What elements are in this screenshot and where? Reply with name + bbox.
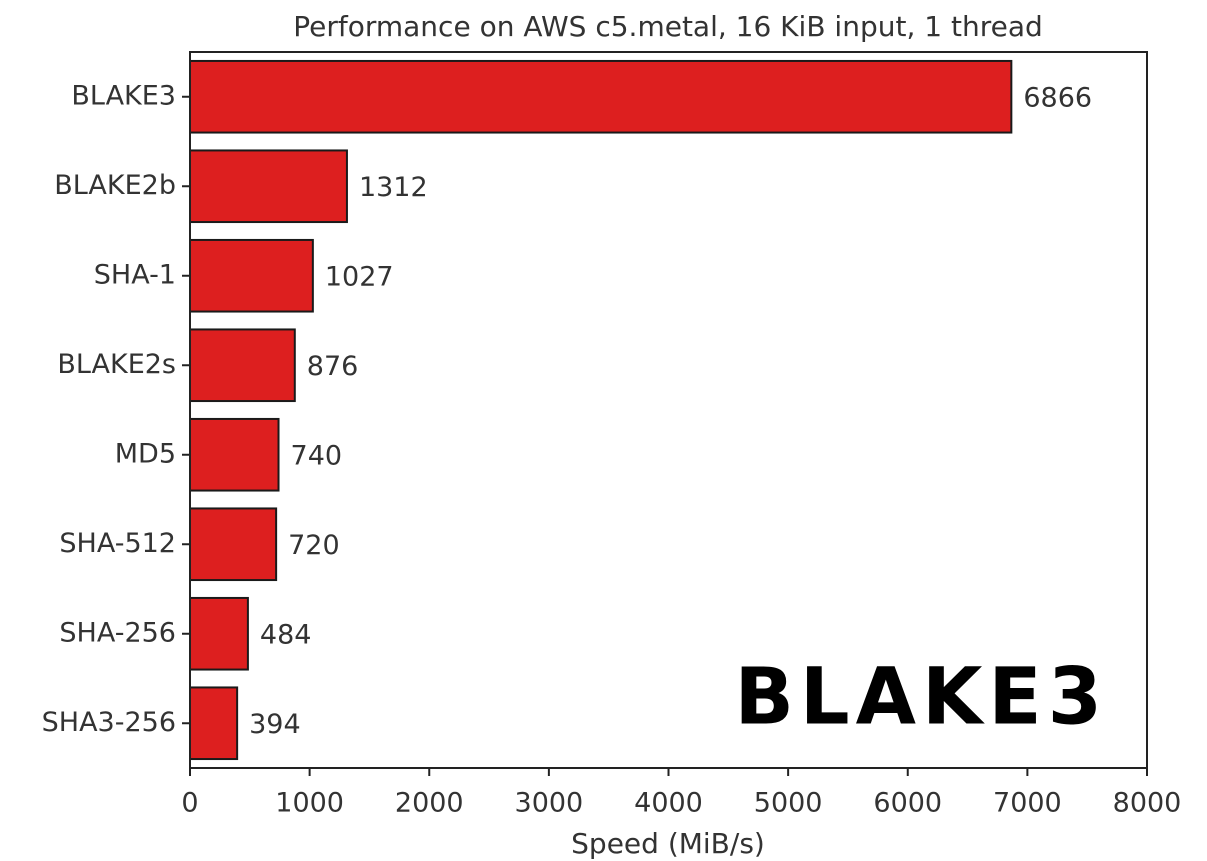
x-tick-label: 5000 xyxy=(754,788,823,819)
x-tick-label: 8000 xyxy=(1113,788,1182,819)
x-axis-label: Speed (MiB/s) xyxy=(571,827,765,860)
bar xyxy=(189,507,278,582)
y-tick-label: BLAKE2s xyxy=(57,349,176,380)
value-label: 394 xyxy=(249,709,301,740)
bar xyxy=(189,59,1013,134)
x-tick-label: 3000 xyxy=(515,788,584,819)
bar xyxy=(189,238,314,313)
bar xyxy=(189,417,280,492)
plot-frame xyxy=(189,51,1148,769)
bar xyxy=(189,328,296,403)
y-tick-label: SHA-256 xyxy=(59,617,176,648)
y-tick-label: SHA-1 xyxy=(94,259,176,290)
value-label: 6866 xyxy=(1023,82,1092,113)
value-label: 1312 xyxy=(359,172,428,203)
value-label: 1027 xyxy=(325,261,394,292)
bar xyxy=(189,149,348,224)
value-label: 740 xyxy=(291,440,343,471)
x-tick-label: 2000 xyxy=(395,788,464,819)
bar xyxy=(189,686,239,761)
x-tick-label: 7000 xyxy=(993,788,1062,819)
y-tick-label: SHA-512 xyxy=(59,528,176,559)
y-tick-label: MD5 xyxy=(115,438,176,469)
x-tick-label: 6000 xyxy=(873,788,942,819)
value-label: 484 xyxy=(260,619,312,650)
y-tick-label: BLAKE3 xyxy=(71,80,176,111)
value-label: 720 xyxy=(288,530,340,561)
x-tick-label: 4000 xyxy=(634,788,703,819)
x-tick-label: 0 xyxy=(181,788,198,819)
chart-title: Performance on AWS c5.metal, 16 KiB inpu… xyxy=(293,10,1043,43)
y-tick-label: SHA3-256 xyxy=(42,707,176,738)
y-tick-label: BLAKE2b xyxy=(54,170,176,201)
logo-annotation: BLAKE3 xyxy=(734,652,1108,742)
x-tick-label: 1000 xyxy=(275,788,344,819)
bar xyxy=(189,596,249,671)
value-label: 876 xyxy=(307,351,359,382)
